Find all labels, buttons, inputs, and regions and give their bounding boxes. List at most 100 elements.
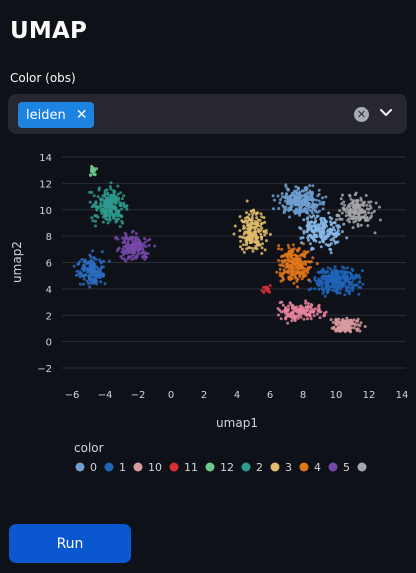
- legend-label: 10: [148, 461, 162, 474]
- data-point: [366, 224, 370, 228]
- data-point: [93, 264, 97, 268]
- data-point: [121, 247, 125, 251]
- data-point: [306, 317, 309, 321]
- color-multiselect[interactable]: leiden ✕ ✕: [8, 94, 407, 134]
- y-tick-label: 12: [39, 179, 52, 190]
- data-point: [122, 203, 126, 207]
- data-point: [367, 200, 371, 204]
- data-point: [310, 190, 314, 194]
- data-point: [135, 248, 138, 251]
- data-point: [294, 261, 298, 265]
- data-point: [275, 270, 279, 274]
- data-point: [367, 207, 371, 211]
- data-point: [314, 239, 318, 243]
- data-point: [332, 239, 336, 243]
- clear-circle-icon[interactable]: ✕: [354, 107, 369, 122]
- data-point: [331, 285, 335, 288]
- chevron-down-icon[interactable]: [376, 103, 396, 123]
- data-point: [298, 274, 302, 278]
- data-point: [102, 259, 106, 263]
- data-point: [95, 272, 99, 276]
- data-point: [311, 184, 315, 188]
- data-point: [89, 255, 93, 259]
- data-point: [239, 239, 243, 243]
- data-point: [83, 260, 87, 264]
- data-point: [319, 282, 323, 285]
- data-point: [288, 252, 292, 256]
- data-point: [366, 218, 370, 222]
- data-point: [111, 204, 114, 208]
- data-point: [352, 275, 356, 279]
- data-point: [352, 318, 356, 322]
- data-point: [342, 222, 346, 226]
- data-point: [102, 204, 106, 208]
- data-point: [358, 276, 362, 280]
- data-point: [289, 312, 293, 315]
- data-point: [354, 323, 357, 327]
- data-point: [124, 259, 128, 263]
- data-point: [250, 215, 254, 219]
- data-point: [338, 326, 342, 330]
- data-point: [319, 234, 323, 238]
- data-point: [359, 203, 363, 207]
- data-point: [95, 279, 99, 283]
- data-point: [314, 233, 317, 237]
- data-point: [92, 261, 95, 264]
- data-point: [331, 320, 335, 324]
- data-point: [127, 255, 131, 259]
- data-point: [125, 204, 129, 208]
- data-point: [332, 327, 336, 331]
- data-point: [116, 214, 120, 218]
- data-point: [261, 242, 264, 246]
- data-point: [295, 254, 299, 258]
- data-point: [108, 185, 112, 189]
- x-tick-label: 4: [234, 390, 240, 401]
- series-unnamed: [335, 191, 382, 235]
- data-point: [305, 217, 309, 221]
- data-point: [323, 294, 327, 298]
- data-point: [290, 319, 294, 323]
- data-point: [330, 221, 334, 225]
- data-point: [348, 289, 352, 293]
- data-point: [117, 246, 121, 250]
- data-point: [277, 247, 280, 251]
- data-point: [146, 239, 149, 243]
- data-point: [255, 211, 259, 215]
- data-point: [308, 191, 311, 195]
- data-point: [289, 302, 293, 306]
- data-point: [345, 210, 348, 214]
- data-point: [78, 260, 82, 264]
- data-point: [123, 249, 127, 253]
- data-point: [338, 279, 342, 283]
- data-point: [298, 266, 302, 270]
- data-point: [119, 191, 122, 195]
- data-point: [316, 194, 320, 198]
- data-point: [299, 315, 303, 319]
- data-point: [289, 264, 293, 268]
- close-icon[interactable]: ✕: [75, 107, 88, 123]
- data-point: [260, 246, 264, 250]
- data-point: [363, 218, 367, 222]
- data-point: [109, 196, 113, 200]
- data-point: [263, 233, 267, 237]
- data-point: [313, 220, 317, 224]
- data-point: [335, 224, 339, 228]
- data-point: [246, 224, 250, 228]
- run-button[interactable]: Run: [9, 524, 131, 563]
- data-point: [296, 268, 300, 272]
- data-point: [327, 244, 331, 248]
- x-tick-label: 2: [201, 390, 207, 401]
- data-point: [302, 253, 306, 257]
- data-point: [300, 200, 304, 204]
- data-point: [348, 329, 352, 333]
- data-point: [304, 195, 308, 199]
- data-point: [264, 231, 268, 235]
- data-point: [306, 267, 310, 271]
- data-point: [316, 227, 320, 231]
- chart-grid: [62, 156, 406, 369]
- data-point: [130, 257, 134, 261]
- data-point: [278, 271, 282, 275]
- data-point: [251, 249, 255, 253]
- data-point: [373, 231, 377, 235]
- data-point: [331, 236, 335, 240]
